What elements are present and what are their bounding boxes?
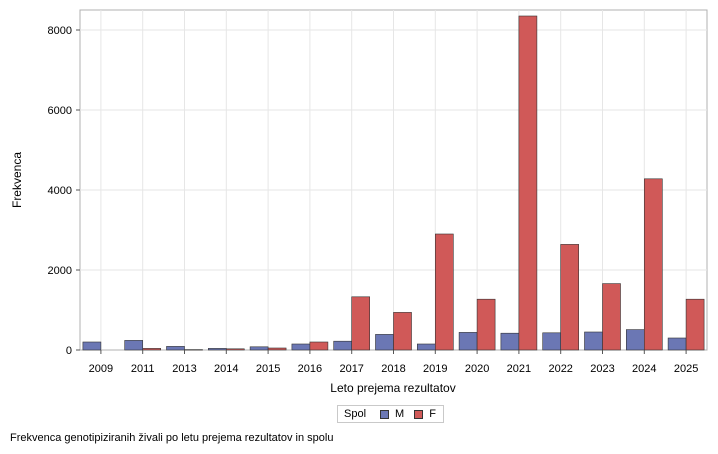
bar-m-2017 [333,340,353,351]
x-tick-label: 2015 [256,363,280,375]
y-tick-label: 0 [66,345,72,357]
bar-m-2018 [375,334,394,351]
bar-f-2017 [351,296,371,351]
y-tick-label: 6000 [48,105,72,117]
x-axis: 2009 2011 2013 2014 2015 2016 2017 2018 2019 2020… [89,350,698,375]
y-tick-label: 2000 [48,265,72,277]
bar-f-2013 [184,349,203,351]
x-tick-label: 2019 [423,363,447,375]
x-tick-label: 2020 [465,363,489,375]
bar-f-2016 [309,341,329,351]
legend-item-f: F [414,408,436,420]
bar-f-2021 [518,15,538,351]
bar-f-2023 [602,283,621,351]
x-tick-label: 2014 [214,363,238,375]
bar-f-2011 [142,348,161,351]
bar-m-2011 [124,340,143,351]
legend-item-m: M [380,408,404,420]
bar-m-2019 [416,343,436,351]
x-tick-label: 2024 [632,363,656,375]
x-axis-title: Leto prejema rezultatov [330,381,455,395]
bar-m-2016 [291,343,311,351]
x-tick-label: 2011 [131,363,155,375]
x-tick-label: 2009 [89,363,113,375]
bar-m-2009 [82,341,102,351]
y-tick-label: 8000 [48,25,72,37]
bar-f-2024 [643,178,663,351]
bar-f-2015 [267,347,287,351]
bar-f-2019 [434,233,454,351]
x-tick-label: 2022 [548,363,572,375]
bar-f-2018 [393,312,412,351]
bar-f-2020 [476,298,496,351]
x-tick-label: 2021 [507,363,531,375]
x-tick-label: 2025 [674,363,698,375]
bar-m-2020 [458,332,478,351]
legend: Spol M F [337,405,444,423]
footnote: Frekvenca genotipiziranih živali po letu… [10,432,334,444]
bar-f-2014 [226,348,245,351]
x-tick-label: 2023 [590,363,614,375]
bar-m-2015 [249,346,269,351]
bar-m-2024 [625,329,645,351]
bar-f-2022 [560,244,580,351]
legend-swatch-m [380,409,390,419]
x-tick-label: 2013 [172,363,196,375]
x-tick-label: 2017 [339,363,363,375]
bar-m-2022 [542,332,562,351]
bar-f-2025 [685,298,705,351]
legend-swatch-f [414,409,424,419]
legend-label-f: F [429,408,436,420]
legend-title: Spol [344,408,367,420]
bars [82,15,705,351]
bar-m-2023 [584,331,603,351]
legend-label-m: M [395,408,405,420]
y-axis: 0 2000 4000 6000 8000 [48,25,80,357]
x-tick-label: 2018 [381,363,405,375]
bar-m-2021 [500,332,520,351]
x-tick-label: 2016 [298,363,322,375]
y-tick-label: 4000 [48,185,72,197]
bar-m-2014 [208,348,227,351]
bar-m-2013 [166,346,185,351]
y-axis-title: Frekvenca [10,152,24,208]
bar-m-2025 [667,337,687,351]
